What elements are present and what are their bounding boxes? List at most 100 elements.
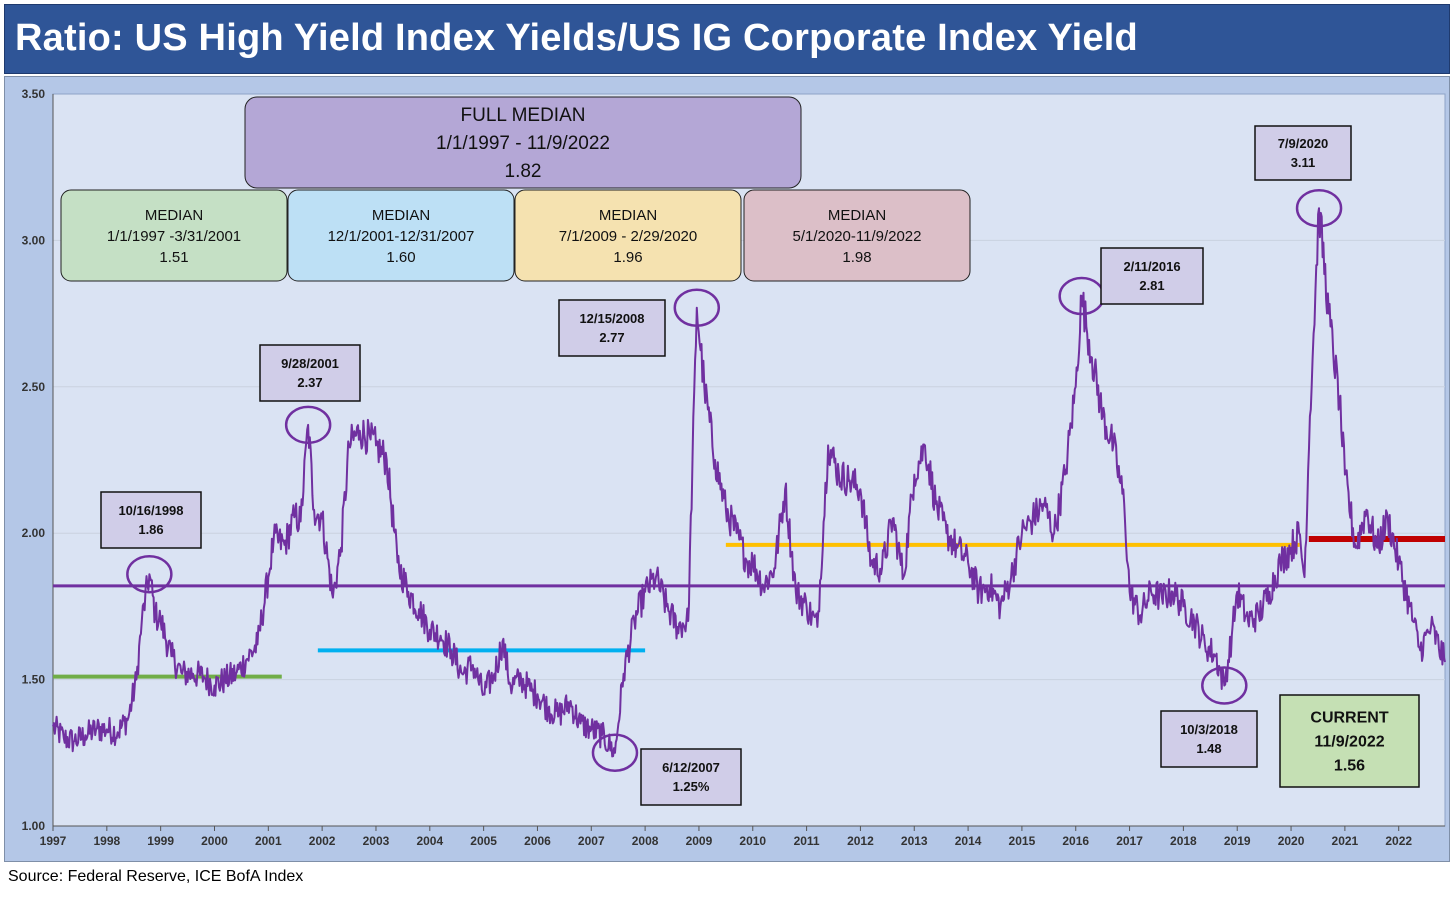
current-box-line-1: 11/9/2022 — [1314, 734, 1384, 751]
median-box-2020-2022-line-0: MEDIAN — [828, 207, 886, 224]
full-median-box-line-0: FULL MEDIAN — [461, 105, 586, 126]
x-tick-label-2002: 2002 — [309, 834, 336, 848]
x-tick-label-2020: 2020 — [1278, 834, 1305, 848]
callout-10-16-1998-bg — [100, 491, 202, 549]
callout-7-9-2020-bg — [1254, 125, 1352, 181]
callout-9-28-2001: 9/28/2001 2.37 — [259, 344, 361, 402]
callout-2-11-2016-bg — [1100, 247, 1204, 305]
callout-7-9-2020-line-1: 3.11 — [1291, 155, 1316, 170]
full-median-box-line-2: 1.82 — [505, 161, 542, 182]
median-box-2009-2020-line-0: MEDIAN — [599, 207, 657, 224]
median-box-2020-2022-line-1: 5/1/2020-11/9/2022 — [792, 228, 921, 245]
x-tick-label-2001: 2001 — [255, 834, 282, 848]
median-box-1997-2001-line-1: 1/1/1997 -3/31/2001 — [107, 228, 241, 245]
y-tick-label-1.00: 1.00 — [22, 819, 46, 833]
callout-9-28-2001-line-1: 2.37 — [297, 375, 322, 390]
x-tick-label-2012: 2012 — [847, 834, 874, 848]
x-tick-label-1997: 1997 — [40, 834, 67, 848]
callout-2-11-2016-line-1: 2.81 — [1139, 278, 1164, 293]
y-tick-label-2.50: 2.50 — [22, 380, 46, 394]
median-box-2020-2022-line-2: 1.98 — [842, 249, 871, 266]
callout-9-28-2001-line-0: 9/28/2001 — [281, 356, 339, 371]
x-tick-label-2021: 2021 — [1332, 834, 1359, 848]
callout-12-15-2008-line-1: 2.77 — [599, 330, 624, 345]
x-tick-label-2015: 2015 — [1009, 834, 1036, 848]
y-tick-label-2.00: 2.00 — [22, 526, 46, 540]
y-tick-label-1.50: 1.50 — [22, 673, 46, 687]
highlight-circle-3 — [591, 733, 639, 773]
x-tick-label-2009: 2009 — [686, 834, 713, 848]
callout-7-9-2020-line-0: 7/9/2020 — [1278, 136, 1329, 151]
median-box-1997-2001-line-2: 1.51 — [159, 249, 188, 266]
callout-10-3-2018-bg — [1160, 710, 1258, 768]
highlight-circle-5 — [1295, 188, 1343, 228]
callout-10-3-2018: 10/3/2018 1.48 — [1160, 710, 1258, 768]
callout-2-11-2016-line-0: 2/11/2016 — [1123, 259, 1180, 274]
median-box-2020-2022-bg — [743, 189, 971, 282]
median-box-2001-2007: MEDIAN 12/1/2001-12/31/2007 1.60 — [287, 189, 515, 282]
median-box-2009-2020-bg — [514, 189, 742, 282]
chart-svg: 1.00 1.50 2.00 2.50 3.00 3.50 1997 1998 1999 2000… — [22, 87, 1446, 848]
x-tick-label-2014: 2014 — [955, 834, 982, 848]
x-tick-label-2007: 2007 — [578, 834, 605, 848]
callout-6-12-2007-bg — [640, 748, 742, 806]
current-box: CURRENT 11/9/2022 1.56 — [1279, 694, 1420, 788]
median-box-1997-2001-line-0: MEDIAN — [145, 207, 203, 224]
median-box-2001-2007-bg — [287, 189, 515, 282]
callout-10-3-2018-line-0: 10/3/2018 — [1180, 722, 1238, 737]
x-tick-label-1999: 1999 — [147, 834, 174, 848]
x-tick-label-2010: 2010 — [739, 834, 766, 848]
highlight-circle-0 — [126, 554, 173, 594]
x-tick-label-2000: 2000 — [201, 834, 228, 848]
chart-title: Ratio: US High Yield Index Yields/US IG … — [15, 17, 1138, 59]
x-tick-label-2006: 2006 — [524, 834, 551, 848]
median-box-2001-2007-line-1: 12/1/2001-12/31/2007 — [328, 228, 475, 245]
median-box-1997-2001: MEDIAN 1/1/1997 -3/31/2001 1.51 — [60, 189, 288, 282]
median-box-2001-2007-line-0: MEDIAN — [372, 207, 430, 224]
current-box-bg — [1279, 694, 1420, 788]
highlight-circle-1 — [284, 405, 332, 445]
callout-9-28-2001-bg — [259, 344, 361, 402]
callout-10-16-1998-line-0: 10/16/1998 — [118, 503, 183, 518]
x-tick-label-2004: 2004 — [416, 834, 443, 848]
x-tick-label-2019: 2019 — [1224, 834, 1251, 848]
x-tick-label-2018: 2018 — [1170, 834, 1197, 848]
current-box-line-2: 1.56 — [1334, 758, 1365, 775]
callout-6-12-2007-line-1: 1.25% — [673, 779, 710, 794]
x-tick-label-1998: 1998 — [93, 834, 120, 848]
y-tick-label-3.00: 3.00 — [22, 233, 46, 247]
median-box-2009-2020-line-1: 7/1/2009 - 2/29/2020 — [559, 228, 697, 245]
median-box-2009-2020: MEDIAN 7/1/2009 - 2/29/2020 1.96 — [514, 189, 742, 282]
x-tick-label-2013: 2013 — [901, 834, 928, 848]
highlight-circle-6 — [1201, 666, 1248, 705]
highlight-circle-2 — [673, 288, 721, 327]
series-line — [52, 207, 1446, 758]
x-tick-label-2011: 2011 — [794, 834, 820, 848]
median-box-2001-2007-line-2: 1.60 — [386, 249, 415, 266]
source-note: Source: Federal Reserve, ICE BofA Index — [8, 868, 304, 885]
callout-2-11-2016: 2/11/2016 2.81 — [1100, 247, 1204, 305]
x-tick-label-2017: 2017 — [1116, 834, 1143, 848]
x-tick-label-2003: 2003 — [363, 834, 390, 848]
callout-12-15-2008-bg — [558, 299, 666, 357]
callout-10-16-1998-line-1: 1.86 — [138, 522, 163, 537]
callout-6-12-2007: 6/12/2007 1.25% — [640, 748, 742, 806]
x-tick-label-2005: 2005 — [470, 834, 497, 848]
callout-6-12-2007-line-0: 6/12/2007 — [662, 760, 720, 775]
title-bar: Ratio: US High Yield Index Yields/US IG … — [4, 4, 1450, 74]
callout-12-15-2008: 12/15/2008 2.77 — [558, 299, 666, 357]
callout-7-9-2020: 7/9/2020 3.11 — [1254, 125, 1352, 181]
y-tick-label-3.50: 3.50 — [22, 87, 46, 101]
current-box-line-0: CURRENT — [1310, 710, 1388, 727]
median-box-2020-2022: MEDIAN 5/1/2020-11/9/2022 1.98 — [743, 189, 971, 282]
x-tick-label-2008: 2008 — [632, 834, 659, 848]
callout-10-3-2018-line-1: 1.48 — [1196, 741, 1221, 756]
full-median-box-line-1: 1/1/1997 - 11/9/2022 — [436, 133, 610, 154]
callout-10-16-1998: 10/16/1998 1.86 — [100, 491, 202, 549]
full-median-box: FULL MEDIAN 1/1/1997 - 11/9/2022 1.82 — [244, 96, 802, 189]
x-tick-label-2022: 2022 — [1385, 834, 1412, 848]
full-median-box-bg — [244, 96, 802, 189]
median-box-2009-2020-line-2: 1.96 — [613, 249, 642, 266]
x-tick-label-2016: 2016 — [1062, 834, 1089, 848]
callout-12-15-2008-line-0: 12/15/2008 — [579, 311, 644, 326]
